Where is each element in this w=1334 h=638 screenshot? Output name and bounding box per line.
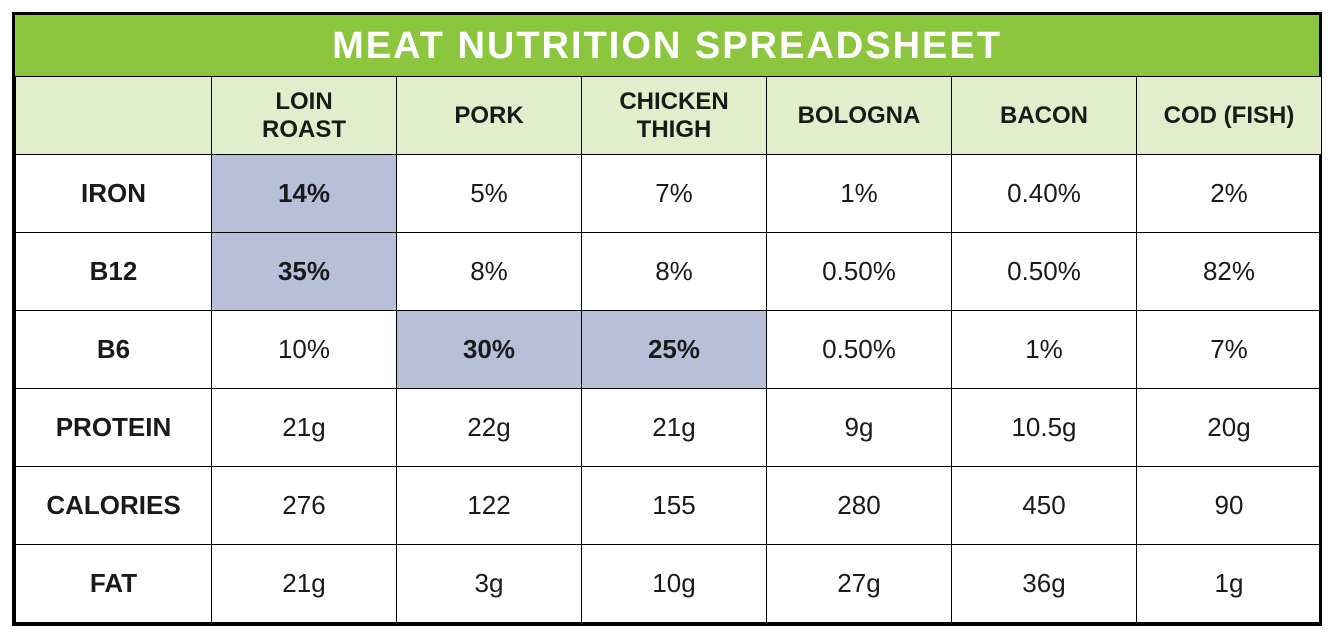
row-label: IRON bbox=[16, 155, 212, 233]
data-cell: 21g bbox=[582, 389, 767, 467]
row-label: PROTEIN bbox=[16, 389, 212, 467]
header-cell-chicken-thigh: CHICKENTHIGH bbox=[582, 77, 767, 155]
data-cell: 276 bbox=[212, 467, 397, 545]
row-label: CALORIES bbox=[16, 467, 212, 545]
data-cell: 122 bbox=[397, 467, 582, 545]
table-row: B1235%8%8%0.50%0.50%82% bbox=[16, 233, 1322, 311]
table-row: B610%30%25%0.50%1%7% bbox=[16, 311, 1322, 389]
data-cell: 8% bbox=[582, 233, 767, 311]
data-cell: 20g bbox=[1137, 389, 1322, 467]
data-cell: 14% bbox=[212, 155, 397, 233]
data-cell: 10% bbox=[212, 311, 397, 389]
data-cell: 35% bbox=[212, 233, 397, 311]
header-cell-loin-roast: LOINROAST bbox=[212, 77, 397, 155]
row-label: B6 bbox=[16, 311, 212, 389]
header-cell-cod: COD (FISH) bbox=[1137, 77, 1322, 155]
header-cell-bacon: BACON bbox=[952, 77, 1137, 155]
table-row: CALORIES27612215528045090 bbox=[16, 467, 1322, 545]
data-cell: 8% bbox=[397, 233, 582, 311]
data-cell: 0.50% bbox=[767, 233, 952, 311]
table-row: IRON14%5%7%1%0.40%2% bbox=[16, 155, 1322, 233]
table-row: PROTEIN21g22g21g9g10.5g20g bbox=[16, 389, 1322, 467]
nutrition-table-container: MEAT NUTRITION SPREADSHEET LOINROAST POR… bbox=[12, 12, 1322, 626]
header-cell-pork: PORK bbox=[397, 77, 582, 155]
data-cell: 280 bbox=[767, 467, 952, 545]
data-cell: 1% bbox=[767, 155, 952, 233]
data-cell: 36g bbox=[952, 545, 1137, 623]
data-cell: 10.5g bbox=[952, 389, 1137, 467]
data-cell: 90 bbox=[1137, 467, 1322, 545]
table-row: FAT21g3g10g27g36g1g bbox=[16, 545, 1322, 623]
data-cell: 9g bbox=[767, 389, 952, 467]
data-cell: 21g bbox=[212, 545, 397, 623]
data-cell: 450 bbox=[952, 467, 1137, 545]
header-cell-bologna: BOLOGNA bbox=[767, 77, 952, 155]
row-label: B12 bbox=[16, 233, 212, 311]
data-cell: 155 bbox=[582, 467, 767, 545]
data-cell: 82% bbox=[1137, 233, 1322, 311]
data-cell: 7% bbox=[1137, 311, 1322, 389]
data-cell: 0.40% bbox=[952, 155, 1137, 233]
data-cell: 7% bbox=[582, 155, 767, 233]
nutrition-table: LOINROAST PORK CHICKENTHIGH BOLOGNA BACO… bbox=[15, 76, 1322, 623]
data-cell: 0.50% bbox=[952, 233, 1137, 311]
data-cell: 21g bbox=[212, 389, 397, 467]
data-cell: 27g bbox=[767, 545, 952, 623]
data-cell: 3g bbox=[397, 545, 582, 623]
data-cell: 5% bbox=[397, 155, 582, 233]
header-cell-blank bbox=[16, 77, 212, 155]
data-cell: 1g bbox=[1137, 545, 1322, 623]
table-body: IRON14%5%7%1%0.40%2%B1235%8%8%0.50%0.50%… bbox=[16, 155, 1322, 623]
data-cell: 1% bbox=[952, 311, 1137, 389]
row-label: FAT bbox=[16, 545, 212, 623]
data-cell: 25% bbox=[582, 311, 767, 389]
header-row: LOINROAST PORK CHICKENTHIGH BOLOGNA BACO… bbox=[16, 77, 1322, 155]
data-cell: 0.50% bbox=[767, 311, 952, 389]
data-cell: 30% bbox=[397, 311, 582, 389]
table-title: MEAT NUTRITION SPREADSHEET bbox=[15, 15, 1319, 76]
data-cell: 10g bbox=[582, 545, 767, 623]
data-cell: 2% bbox=[1137, 155, 1322, 233]
data-cell: 22g bbox=[397, 389, 582, 467]
